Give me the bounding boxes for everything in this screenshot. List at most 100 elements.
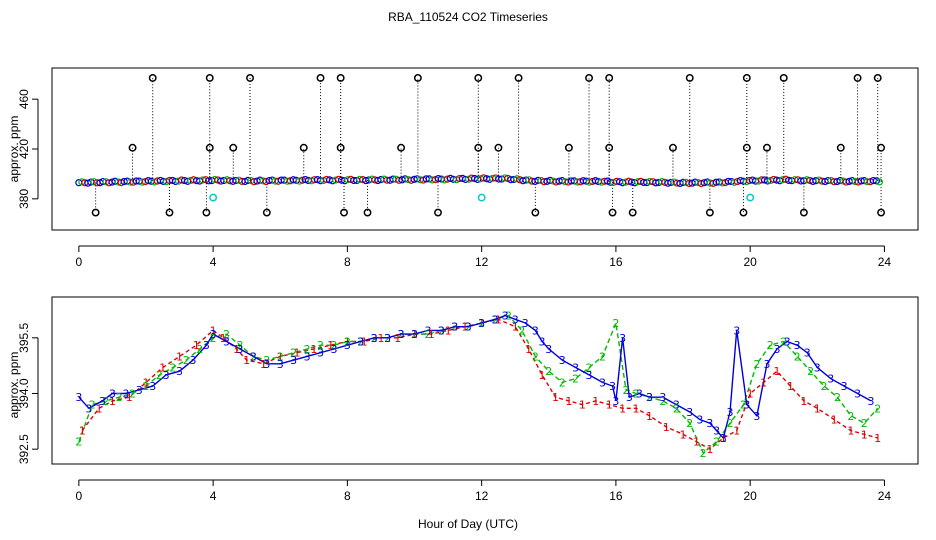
series-2-point: 2 xyxy=(424,328,431,341)
series-2-point: 2 xyxy=(75,436,82,449)
series-1-point: 1 xyxy=(787,380,794,393)
series-1-point: 1 xyxy=(831,413,838,426)
series-2-point: 2 xyxy=(344,336,351,349)
series-3-point: 3 xyxy=(804,347,811,360)
spike-point xyxy=(434,208,442,217)
spike-point xyxy=(205,143,214,152)
series-2-point: 2 xyxy=(572,373,579,386)
series-3-point: 3 xyxy=(330,343,337,356)
spike-point xyxy=(91,208,100,217)
spike-point xyxy=(779,74,788,82)
spike-point xyxy=(531,208,540,217)
spike-point xyxy=(397,143,406,152)
series-3-point: 3 xyxy=(636,387,643,400)
series-3-point: 3 xyxy=(686,406,693,419)
series-3-point: 3 xyxy=(626,391,633,404)
series-3-point: 3 xyxy=(619,332,626,345)
series-1-point: 1 xyxy=(377,332,384,345)
series-1-point: 1 xyxy=(680,428,687,441)
series-1-point: 1 xyxy=(126,391,133,404)
series-2-point: 2 xyxy=(169,362,176,375)
spike-point xyxy=(853,74,862,82)
y-tick-label: 394.0 xyxy=(17,378,31,408)
series-1-point: 1 xyxy=(606,399,613,412)
series-1-point: 1 xyxy=(720,432,727,445)
series-3-point: 3 xyxy=(539,336,546,349)
series-3-point: 3 xyxy=(290,354,297,367)
series-1-point: 1 xyxy=(693,436,700,449)
spike-point xyxy=(299,143,308,152)
series-3-point: 3 xyxy=(250,350,257,363)
bottom-y-axis-label: approx. ppm xyxy=(7,352,21,419)
series-1-point: 1 xyxy=(344,336,351,349)
spike-point xyxy=(836,143,845,152)
spike-point xyxy=(229,143,238,152)
series-2-point: 2 xyxy=(622,384,629,397)
spike-point xyxy=(205,74,214,82)
series-3-point: 3 xyxy=(210,328,217,341)
spike-point xyxy=(742,74,751,82)
y-tick-label: 380 xyxy=(17,189,31,209)
series-2-point: 2 xyxy=(847,410,854,423)
series-1-point: 1 xyxy=(774,365,781,378)
series-3-point: 3 xyxy=(451,321,458,334)
spike-point xyxy=(316,74,325,82)
series-3-point: 3 xyxy=(189,354,196,367)
spike-point xyxy=(742,143,751,152)
series-1-point: 1 xyxy=(847,425,854,438)
series-2-point: 2 xyxy=(861,417,868,430)
series-3-point: 3 xyxy=(827,373,834,386)
spike-point xyxy=(877,208,886,217)
spike-point xyxy=(799,208,808,217)
series-1-point: 1 xyxy=(495,313,502,326)
series-3-point: 3 xyxy=(659,391,666,404)
series-3-point: 3 xyxy=(75,391,82,404)
series-2-point: 2 xyxy=(633,387,640,400)
series-1-point: 1 xyxy=(461,321,468,334)
series-2-point: 2 xyxy=(451,321,458,334)
series-2-point: 2 xyxy=(834,391,841,404)
series-2-point: 2 xyxy=(821,380,828,393)
series-3-point: 3 xyxy=(438,324,445,337)
series-2-point: 2 xyxy=(398,328,405,341)
series-3-point: 3 xyxy=(532,324,539,337)
series-2-point: 2 xyxy=(740,399,747,412)
series-2-point: 2 xyxy=(753,358,760,371)
spike-point xyxy=(336,143,345,152)
series-2-point: 2 xyxy=(700,447,707,460)
series-3-point: 3 xyxy=(122,387,129,400)
top-plot-frame xyxy=(51,67,919,231)
x-tick-label: 0 xyxy=(76,255,83,269)
x-tick-label: 12 xyxy=(475,255,489,269)
series-2-point: 2 xyxy=(142,380,149,393)
series-2-point: 2 xyxy=(465,321,472,334)
series-2-point: 2 xyxy=(290,347,297,360)
top-data-marks xyxy=(75,74,886,217)
series-1-point: 1 xyxy=(565,395,572,408)
x-tick-label: 24 xyxy=(878,489,892,503)
y-tick-label: 395.5 xyxy=(17,322,31,352)
spike-point xyxy=(202,208,211,217)
series-3-point: 3 xyxy=(478,317,485,330)
series-3-point: 3 xyxy=(743,399,750,412)
spike-point xyxy=(494,143,503,152)
series-3-point: 3 xyxy=(814,362,821,375)
series-3-point: 3 xyxy=(733,324,740,337)
series-1-point: 1 xyxy=(633,402,640,415)
series-1-point: 1 xyxy=(361,336,368,349)
series-3-point: 3 xyxy=(696,413,703,426)
series-3-point: 3 xyxy=(203,339,210,352)
series-3-point: 3 xyxy=(763,358,770,371)
spike-point xyxy=(669,143,677,152)
series-2-point: 2 xyxy=(518,324,525,337)
series-3-point: 3 xyxy=(774,343,781,356)
series-3-point: 3 xyxy=(522,317,529,330)
series-3-point: 3 xyxy=(317,347,324,360)
series-3-point: 3 xyxy=(492,313,499,326)
series-3-point: 3 xyxy=(136,384,143,397)
x-tick-label: 20 xyxy=(743,255,757,269)
series-2-point: 2 xyxy=(263,354,270,367)
series-3-point: 3 xyxy=(572,362,579,375)
series-2-point: 2 xyxy=(210,332,217,345)
